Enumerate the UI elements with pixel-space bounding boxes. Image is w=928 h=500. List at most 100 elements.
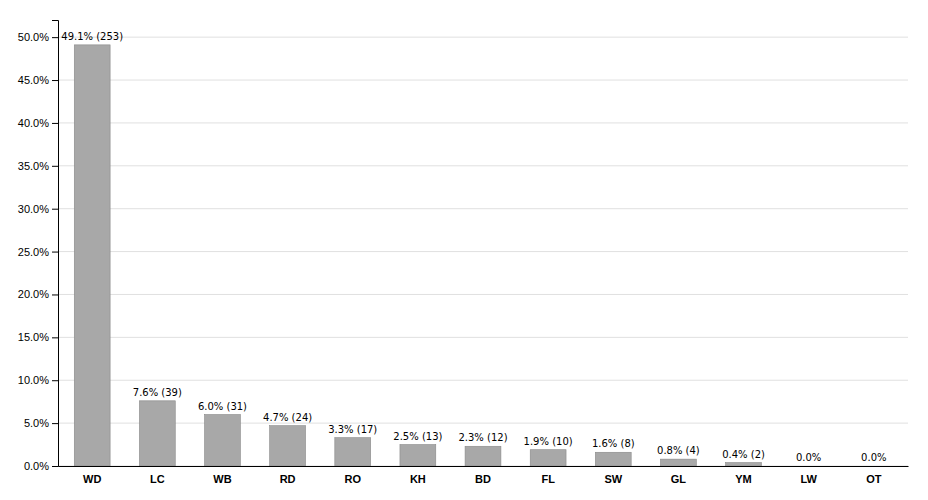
bar bbox=[660, 459, 696, 466]
grid-line bbox=[58, 380, 908, 381]
x-tick: KH bbox=[410, 473, 426, 485]
grid-line bbox=[58, 122, 908, 123]
y-tick-label: 10.0% bbox=[18, 374, 49, 386]
bar bbox=[465, 446, 501, 466]
x-tick-label: YM bbox=[735, 473, 752, 485]
y-tick-label: 50.0% bbox=[18, 31, 49, 43]
y-tick: 50.0% bbox=[18, 31, 58, 43]
y-tick-mark bbox=[52, 37, 58, 38]
y-axis: 0.0%5.0%10.0%15.0%20.0%25.0%30.0%35.0%40… bbox=[18, 21, 59, 473]
x-tick: OT bbox=[866, 473, 882, 485]
y-tick: 10.0% bbox=[18, 374, 58, 386]
x-tick-label: RO bbox=[344, 473, 361, 485]
grid-line bbox=[58, 165, 908, 166]
grid-line bbox=[58, 294, 908, 295]
data-label: 7.6% (39) bbox=[133, 387, 182, 398]
chart: 0.0%5.0%10.0%15.0%20.0%25.0%30.0%35.0%40… bbox=[0, 0, 928, 500]
y-tick: 45.0% bbox=[18, 74, 58, 86]
grid bbox=[58, 37, 908, 466]
x-tick-label: LC bbox=[150, 473, 165, 485]
grid-line bbox=[58, 337, 908, 338]
y-tick-label: 0.0% bbox=[24, 460, 49, 472]
y-tick-mark bbox=[52, 337, 58, 338]
data-labels: 49.1% (253)7.6% (39)6.0% (31)4.7% (24)3.… bbox=[61, 31, 886, 463]
x-tick-label: FL bbox=[541, 473, 555, 485]
x-tick: RD bbox=[280, 473, 296, 485]
grid-line bbox=[58, 208, 908, 209]
y-tick-label: 30.0% bbox=[18, 203, 49, 215]
x-tick: RO bbox=[344, 473, 361, 485]
x-tick: SW bbox=[604, 473, 622, 485]
x-tick-label: SW bbox=[604, 473, 622, 485]
x-tick: LC bbox=[150, 473, 165, 485]
data-label: 0.0% bbox=[796, 452, 821, 463]
y-tick-mark bbox=[52, 466, 58, 467]
y-tick-mark bbox=[52, 80, 58, 81]
data-label: 0.8% (4) bbox=[657, 445, 700, 456]
bar bbox=[335, 438, 371, 466]
bars bbox=[74, 45, 761, 466]
x-tick-label: WB bbox=[213, 473, 231, 485]
grid-line bbox=[58, 80, 908, 81]
bar bbox=[726, 463, 762, 466]
y-tick-label: 35.0% bbox=[18, 160, 49, 172]
bar bbox=[74, 45, 110, 466]
y-tick-mark bbox=[52, 380, 58, 381]
x-axis-line bbox=[59, 466, 909, 467]
x-tick: BD bbox=[475, 473, 491, 485]
data-label: 2.3% (12) bbox=[458, 432, 507, 443]
bar bbox=[856, 466, 892, 467]
y-tick: 35.0% bbox=[18, 160, 58, 172]
data-label: 0.4% (2) bbox=[722, 449, 765, 460]
x-tick: YM bbox=[735, 473, 752, 485]
data-label: 1.6% (8) bbox=[592, 438, 635, 449]
x-tick-label: BD bbox=[475, 473, 491, 485]
y-tick: 0.0% bbox=[24, 460, 58, 472]
y-tick-mark bbox=[52, 252, 58, 253]
data-label: 3.3% (17) bbox=[328, 424, 377, 435]
x-tick: FL bbox=[541, 473, 555, 485]
x-axis: WD LC WB RD RO KH BD FL SW GL YM LW OT bbox=[59, 467, 909, 485]
y-tick: 30.0% bbox=[18, 203, 58, 215]
bar bbox=[530, 450, 566, 466]
y-tick-label: 15.0% bbox=[18, 331, 49, 343]
bar bbox=[400, 445, 436, 466]
grid-line bbox=[58, 251, 908, 252]
x-tick: WB bbox=[213, 473, 231, 485]
y-tick-label: 40.0% bbox=[18, 117, 49, 129]
y-tick-label: 45.0% bbox=[18, 74, 49, 86]
x-tick: GL bbox=[671, 473, 687, 485]
x-tick-label: OT bbox=[866, 473, 882, 485]
x-tick: LW bbox=[800, 473, 817, 485]
plot: 0.0%5.0%10.0%15.0%20.0%25.0%30.0%35.0%40… bbox=[18, 21, 909, 485]
y-tick-mark bbox=[52, 423, 58, 424]
y-tick-mark bbox=[52, 294, 58, 295]
bar bbox=[205, 415, 241, 466]
x-tick-label: RD bbox=[280, 473, 296, 485]
y-tick: 40.0% bbox=[18, 117, 58, 129]
data-label: 2.5% (13) bbox=[393, 431, 442, 442]
x-tick: WD bbox=[83, 473, 101, 485]
x-tick-label: WD bbox=[83, 473, 101, 485]
bar bbox=[270, 426, 306, 466]
bar bbox=[791, 466, 827, 467]
y-tick-mark bbox=[52, 123, 58, 124]
data-label: 4.7% (24) bbox=[263, 412, 312, 423]
data-label: 1.9% (10) bbox=[524, 436, 573, 447]
grid-line bbox=[58, 37, 908, 38]
y-tick: 5.0% bbox=[24, 417, 58, 429]
y-tick-mark bbox=[52, 209, 58, 210]
data-label: 0.0% bbox=[861, 452, 886, 463]
y-tick-label: 5.0% bbox=[24, 417, 49, 429]
y-axis-line bbox=[52, 21, 59, 467]
y-tick: 25.0% bbox=[18, 246, 58, 258]
grid-line bbox=[58, 423, 908, 424]
x-tick-label: GL bbox=[671, 473, 687, 485]
y-tick-label: 25.0% bbox=[18, 246, 49, 258]
x-tick-label: KH bbox=[410, 473, 426, 485]
x-tick-label: LW bbox=[800, 473, 817, 485]
bar bbox=[595, 452, 631, 466]
bar bbox=[139, 401, 175, 466]
y-tick-mark bbox=[52, 166, 58, 167]
y-tick: 15.0% bbox=[18, 331, 58, 343]
